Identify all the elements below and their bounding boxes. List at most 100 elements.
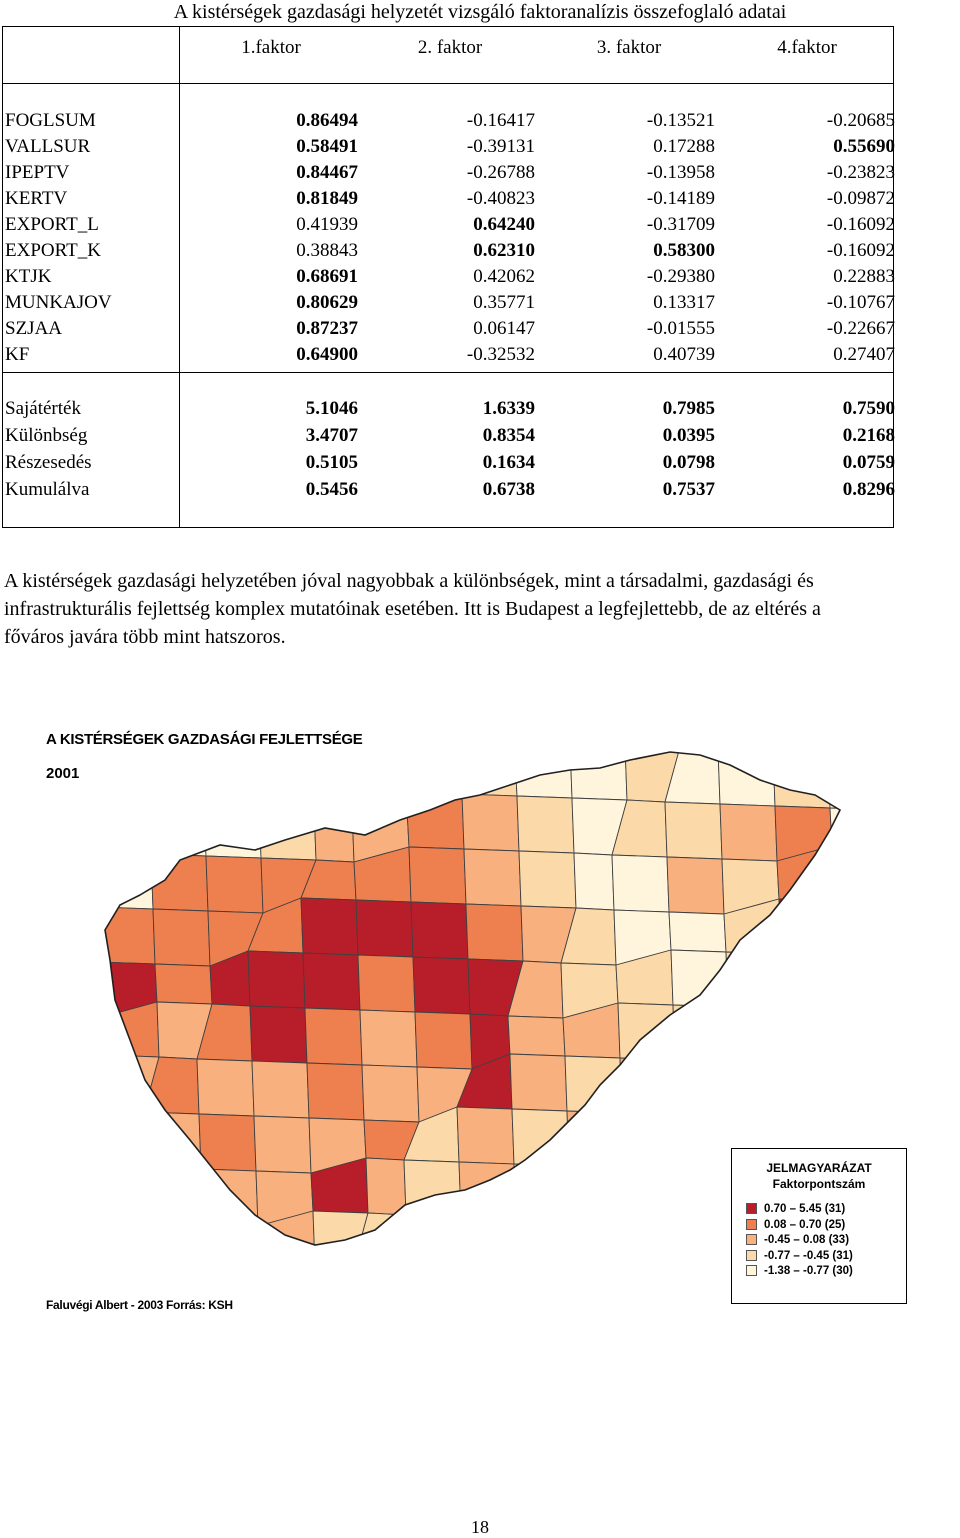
map-region: [202, 1223, 261, 1245]
map-region: [465, 903, 524, 962]
row-label: KF: [5, 344, 30, 365]
table-cell: -0.10767: [826, 292, 895, 313]
map-region: [717, 752, 776, 807]
map-region: [509, 1053, 568, 1112]
summary-cell: 0.5105: [305, 452, 358, 473]
summary-cell: 0.7985: [662, 398, 715, 419]
table-cell: -0.40823: [466, 188, 535, 209]
map-legend: JELMAGYARÁZAT Faktorpontszám 0.70 – 5.45…: [731, 1148, 907, 1304]
summary-cell: 0.7590: [842, 398, 895, 419]
paragraph-line: A kistérségek gazdasági helyzetében jóva…: [4, 570, 814, 592]
map-region: [249, 1005, 308, 1064]
map-region: [569, 752, 628, 801]
table-cell: -0.14189: [646, 188, 715, 209]
map-region: [727, 1006, 784, 1065]
map-region: [154, 963, 213, 1005]
column-header: 4.faktor: [777, 37, 837, 58]
table-cell: -0.01555: [646, 318, 715, 339]
map-region: [105, 851, 154, 910]
map-region: [355, 899, 414, 958]
table-cell: -0.16092: [826, 240, 895, 261]
map-region: [767, 1063, 826, 1122]
map-region: [820, 1010, 840, 1069]
table-cell: -0.31709: [646, 214, 715, 235]
map-region: [147, 1221, 206, 1245]
summary-cell: 0.0395: [662, 425, 715, 446]
table-cell: 0.27407: [833, 344, 895, 365]
table-cell: 0.38843: [296, 240, 358, 261]
summary-cell: 0.1634: [482, 452, 535, 473]
table-cell: 0.06147: [473, 318, 535, 339]
map-region: [200, 1168, 259, 1227]
table-cell: 0.64240: [473, 214, 535, 235]
map-region: [357, 954, 416, 1013]
map-region: [725, 951, 784, 1010]
summary-cell: 0.6738: [482, 479, 535, 500]
map-region: [625, 1222, 667, 1245]
map-region: [663, 1209, 722, 1245]
table-cell: 0.84467: [296, 162, 358, 183]
map-region: [774, 805, 833, 862]
map-region: [300, 897, 359, 956]
table-cell: -0.26788: [466, 162, 535, 183]
map-region: [461, 793, 520, 852]
map-region: [410, 901, 469, 960]
country-outline: [104, 751, 842, 1246]
map-region: [518, 850, 577, 909]
legend-swatch: [746, 1265, 757, 1276]
map-region: [729, 1061, 771, 1120]
legend-swatch: [746, 1234, 757, 1245]
map-region: [302, 952, 361, 1011]
table-cell: 0.81849: [296, 188, 358, 209]
map-region: [822, 1065, 840, 1122]
table-cell: -0.13521: [646, 110, 715, 131]
map-region: [463, 848, 522, 907]
legend-range: -0.77 – -0.45 (31): [764, 1249, 853, 1262]
table-cell: -0.22667: [826, 318, 895, 339]
map-region: [148, 798, 207, 857]
column-header: 1.faktor: [241, 37, 301, 58]
summary-cell: 5.1046: [305, 398, 358, 419]
map-region: [406, 793, 465, 850]
map-region: [105, 1164, 149, 1223]
row-label: FOGLSUM: [5, 110, 96, 131]
map-region: [152, 908, 211, 967]
row-label: KTJK: [5, 266, 52, 287]
map-region: [820, 955, 840, 1014]
map-credit: Faluvégi Albert - 2003 Forrás: KSH: [46, 1298, 233, 1312]
summary-cell: 0.8296: [842, 479, 895, 500]
table-cell: -0.16417: [466, 110, 535, 131]
legend-swatch: [746, 1203, 757, 1214]
summary-cell: 0.0798: [662, 452, 715, 473]
table-cell: 0.80629: [296, 292, 358, 313]
map-region: [351, 752, 408, 810]
map-region: [312, 1210, 369, 1245]
map-region: [666, 856, 725, 915]
map-region: [623, 1167, 680, 1226]
map-region: [251, 1060, 310, 1119]
table-cell: 0.17288: [653, 136, 715, 157]
table-cell: -0.20685: [826, 110, 895, 131]
table-cell: 0.35771: [473, 292, 535, 313]
legend-swatch: [746, 1218, 757, 1230]
table-cell: 0.55690: [833, 136, 895, 157]
map-region: [247, 950, 306, 1009]
table-cell: -0.23823: [826, 162, 895, 183]
table-caption: A kistérségek gazdasági helyzetét vizsgá…: [173, 1, 787, 23]
page-number: 18: [471, 1517, 489, 1537]
map-region: [564, 1055, 623, 1114]
table-summary-divider: [3, 372, 893, 373]
map-region: [306, 1062, 365, 1121]
column-header: 2. faktor: [417, 37, 483, 58]
map-region: [105, 752, 150, 800]
map-region: [105, 796, 152, 855]
row-label: MUNKAJOV: [5, 292, 112, 313]
map-year: 2001: [46, 765, 80, 782]
map-title: A KISTÉRSÉGEK GAZDASÁGI FEJLETTSÉGE: [46, 731, 363, 748]
map-region: [459, 755, 518, 797]
table-cell: 0.22883: [833, 266, 895, 287]
map-region: [570, 1220, 629, 1245]
map-region: [676, 1114, 733, 1173]
map-region: [256, 752, 315, 806]
map-region: [516, 795, 575, 854]
